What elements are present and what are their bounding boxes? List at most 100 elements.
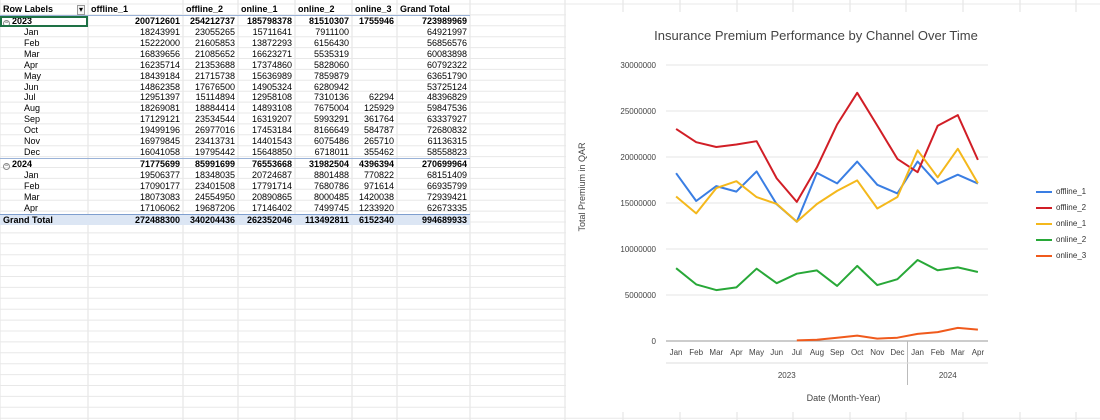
pivot-year-row: −2024 71775699 85991699 76553668 31982504 439… [0, 157, 470, 170]
pivot-value-cell: 24554950 [194, 191, 235, 202]
pivot-header-cell[interactable]: offline_2 [183, 4, 238, 16]
legend-item[interactable]: online_1 [1036, 216, 1086, 232]
pivot-value-cell: 58558823 [426, 146, 467, 157]
pivot-row-label-text: Nov [24, 136, 41, 147]
pivot-value-cell: 72939421 [426, 191, 467, 202]
legend-item[interactable]: online_2 [1036, 232, 1086, 248]
year-group-label: 2024 [939, 371, 957, 380]
pivot-value-cell: 8166649 [313, 125, 349, 136]
line-chart[interactable]: 0 5000000 10000000 15000000 20000000 25000000… [566, 12, 1100, 412]
legend-swatch [1036, 254, 1052, 257]
x-tick-label: Jul [792, 348, 802, 357]
pivot-value-cell: 31982504 [295, 157, 352, 170]
collapse-toggle-icon[interactable]: − [3, 20, 10, 27]
pivot-value-cell [352, 60, 397, 71]
pivot-value-cell: 1233920 [358, 202, 394, 213]
pivot-row-label: Oct [0, 125, 88, 136]
pivot-row-label[interactable]: −2024 [0, 157, 88, 170]
x-tick-label: Apr [972, 348, 985, 357]
pivot-value-cell: 270699964 [397, 157, 470, 170]
pivot-row-label-text: Apr [24, 202, 39, 213]
pivot-value-cell: 18269081 [139, 103, 180, 114]
pivot-value-cell: 5993291 [313, 114, 349, 125]
pivot-month-row: Dec 16041058 19795442 15648850 6718011 355462… [0, 147, 470, 158]
y-tick-label: 0 [652, 337, 657, 346]
pivot-header-label: offline_2 [186, 4, 224, 15]
pivot-value-cell: 76553668 [238, 157, 295, 170]
y-tick-label: 10000000 [620, 245, 656, 254]
pivot-value-cell: 1755946 [352, 15, 397, 27]
x-tick-label: Jan [911, 348, 924, 357]
collapse-toggle-icon[interactable]: − [3, 162, 10, 170]
pivot-value-cell: 262352046 [238, 213, 295, 226]
legend-item[interactable]: offline_1 [1036, 184, 1086, 200]
pivot-value-cell: 85991699 [183, 157, 238, 170]
pivot-value-cell: 18348035 [194, 169, 235, 180]
pivot-row-label-text: Jul [24, 92, 36, 103]
pivot-value-cell: 66935799 [426, 180, 467, 191]
pivot-value-cell: 6280942 [313, 81, 349, 92]
pivot-header-cell[interactable]: online_1 [238, 4, 295, 16]
pivot-month-row: Sep 17129121 23534544 16319207 5993291 361764… [0, 114, 470, 125]
pivot-table: Row Labels ▾ offline_1 offline_2 online_1 onl… [0, 4, 470, 226]
pivot-value-cell [352, 71, 397, 82]
pivot-header-cell[interactable]: Row Labels ▾ [0, 4, 88, 16]
pivot-row-label[interactable]: −2023 [0, 15, 88, 27]
pivot-value-cell: 200712601 [88, 15, 183, 27]
pivot-value-cell: 14893108 [251, 103, 292, 114]
pivot-row-label-text: Oct [24, 125, 39, 136]
legend-swatch [1036, 238, 1052, 241]
pivot-month-row: Jan 18243991 23055265 15711641 7911100 649219… [0, 27, 470, 38]
pivot-value-cell: 18884414 [194, 103, 235, 114]
pivot-row-label: Feb [0, 181, 88, 192]
pivot-row-label: Jan [0, 170, 88, 181]
pivot-month-row: Mar 16839656 21085652 16623271 5535319 600838… [0, 49, 470, 60]
pivot-value-cell: 23401508 [194, 180, 235, 191]
legend-label: offline_1 [1056, 187, 1087, 196]
pivot-value-cell: 19795442 [194, 146, 235, 157]
series-line-offline_2 [675, 91, 979, 203]
pivot-value-cell: 61136315 [427, 136, 467, 147]
legend-item[interactable]: online_3 [1036, 248, 1086, 264]
pivot-row-label: Apr [0, 60, 88, 71]
pivot-value-cell [352, 49, 397, 60]
series-line-offline_1 [675, 160, 979, 223]
pivot-row-label: Jan [0, 27, 88, 38]
pivot-value-cell: 7675004 [313, 103, 349, 114]
pivot-value-cell: 68151409 [426, 169, 467, 180]
pivot-value-cell: 48396829 [426, 92, 467, 103]
pivot-row-label-text: 2024 [12, 158, 33, 169]
pivot-value-cell: 60792322 [426, 59, 467, 70]
x-tick-label: Aug [810, 348, 824, 357]
pivot-header-cell[interactable]: Grand Total [397, 4, 470, 16]
pivot-row-label: Sep [0, 114, 88, 125]
pivot-value-cell: 12958108 [251, 92, 292, 103]
pivot-value-cell: 12951397 [139, 92, 180, 103]
pivot-header-cell[interactable]: online_2 [295, 4, 352, 16]
pivot-value-cell: 81510307 [295, 15, 352, 27]
pivot-value-cell [352, 27, 397, 38]
pivot-value-cell: 272488300 [88, 213, 183, 226]
chart-legend: offline_1 offline_2 online_1 online_2 online… [1036, 184, 1086, 264]
pivot-value-cell: 23055265 [194, 27, 235, 37]
legend-label: offline_2 [1056, 203, 1087, 212]
pivot-row-label-text: Feb [24, 37, 40, 48]
pivot-header-cell[interactable]: offline_1 [88, 4, 183, 16]
pivot-value-cell: 17791714 [251, 180, 292, 191]
pivot-row-label: Grand Total [0, 213, 88, 226]
pivot-value-cell: 17090177 [139, 180, 180, 191]
pivot-row-label-text: Apr [24, 59, 39, 70]
pivot-value-cell: 15711641 [252, 27, 292, 37]
pivot-header-cell[interactable]: online_3 [352, 4, 397, 16]
legend-item[interactable]: offline_2 [1036, 200, 1086, 216]
x-axis-label: Date (Month-Year) [806, 393, 881, 403]
filter-dropdown-icon[interactable]: ▾ [76, 5, 85, 15]
pivot-value-cell: 7859879 [313, 70, 349, 81]
pivot-value-cell [352, 82, 397, 93]
pivot-value-cell: 6152340 [352, 213, 397, 226]
chart-title: Insurance Premium Performance by Channel… [654, 28, 978, 43]
x-tick-label: Apr [730, 348, 743, 357]
pivot-value-cell: 17146402 [251, 202, 292, 213]
pivot-value-cell: 17106062 [139, 202, 180, 213]
pivot-value-cell: 19687206 [194, 202, 235, 213]
